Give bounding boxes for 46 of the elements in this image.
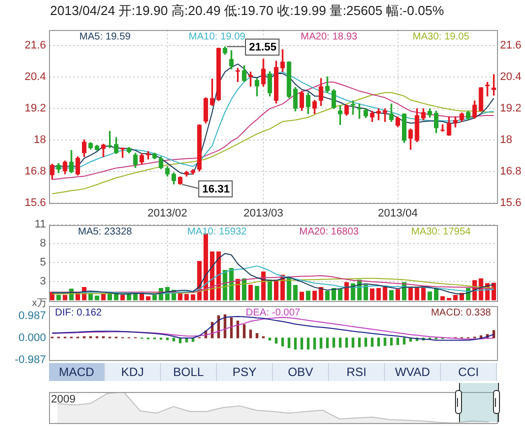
y-axis-title: x万 — [32, 297, 47, 310]
y-tick-label: 8 — [40, 238, 46, 250]
text: BOLL — [161, 363, 217, 381]
text: WVAD — [385, 363, 441, 381]
y-tick-label: 5 — [40, 256, 46, 269]
y2-tick-label: 15.6 — [500, 197, 522, 210]
annotation: 21.55 — [249, 42, 277, 54]
y2-tick-label: 21.6 — [500, 39, 522, 52]
y-tick-label: 3 — [40, 275, 46, 288]
text: MA5: 19.59 — [79, 31, 132, 42]
annotation: 16.31 — [202, 183, 230, 196]
series-label: DEA: -0.007 — [246, 307, 301, 318]
y2-tick-label: 16.8 — [500, 166, 522, 178]
y-tick-label: 19.2 — [24, 102, 46, 114]
y-tick-label: -0.987 — [14, 354, 46, 366]
x-tick-label: 2013/02 — [148, 208, 188, 220]
text: PSY — [217, 363, 273, 381]
text: MACD — [49, 363, 105, 381]
text: MA20: 16803 — [299, 226, 360, 238]
text: OBV — [273, 363, 329, 381]
text: MA10: 15932 — [187, 226, 248, 238]
y-tick-label: 11 — [34, 218, 46, 231]
x-tick-label: 2013/04 — [378, 208, 418, 220]
chart-title: 2013/04/24 开:19.90 高:20.49 低:19.70 收:19.99 量:25605 幅:-0.05% — [50, 2, 444, 20]
text: RSI — [329, 363, 385, 381]
y2-tick-label: 20.4 — [500, 70, 522, 83]
x-tick-label: 2013/03 — [244, 208, 284, 220]
y-tick-label: 0.000 — [18, 332, 46, 344]
text: MA30: 17954 — [411, 226, 472, 238]
annotation: 2009 — [51, 394, 76, 406]
text: KDJ — [105, 363, 161, 381]
text: MA10: 19.09 — [188, 31, 246, 42]
y-tick-label: 16.8 — [24, 166, 46, 178]
text: MA20: 18.93 — [300, 31, 358, 42]
y2-tick-label: 18 — [500, 134, 512, 146]
text: CCI — [441, 363, 497, 381]
text: MA30: 19.05 — [412, 31, 470, 42]
text: MA5: 23328 — [78, 226, 132, 238]
series-label: MACD: 0.338 — [430, 307, 492, 318]
series-label: DIF: 0.162 — [55, 307, 102, 318]
y-tick-label: 0.987 — [18, 310, 46, 322]
y-tick-label: 15.6 — [24, 197, 46, 210]
y-tick-label: 20.4 — [24, 70, 46, 83]
y2-tick-label: 19.2 — [500, 102, 522, 114]
y-tick-label: 21.6 — [24, 39, 46, 52]
y-tick-label: 18 — [34, 134, 46, 146]
